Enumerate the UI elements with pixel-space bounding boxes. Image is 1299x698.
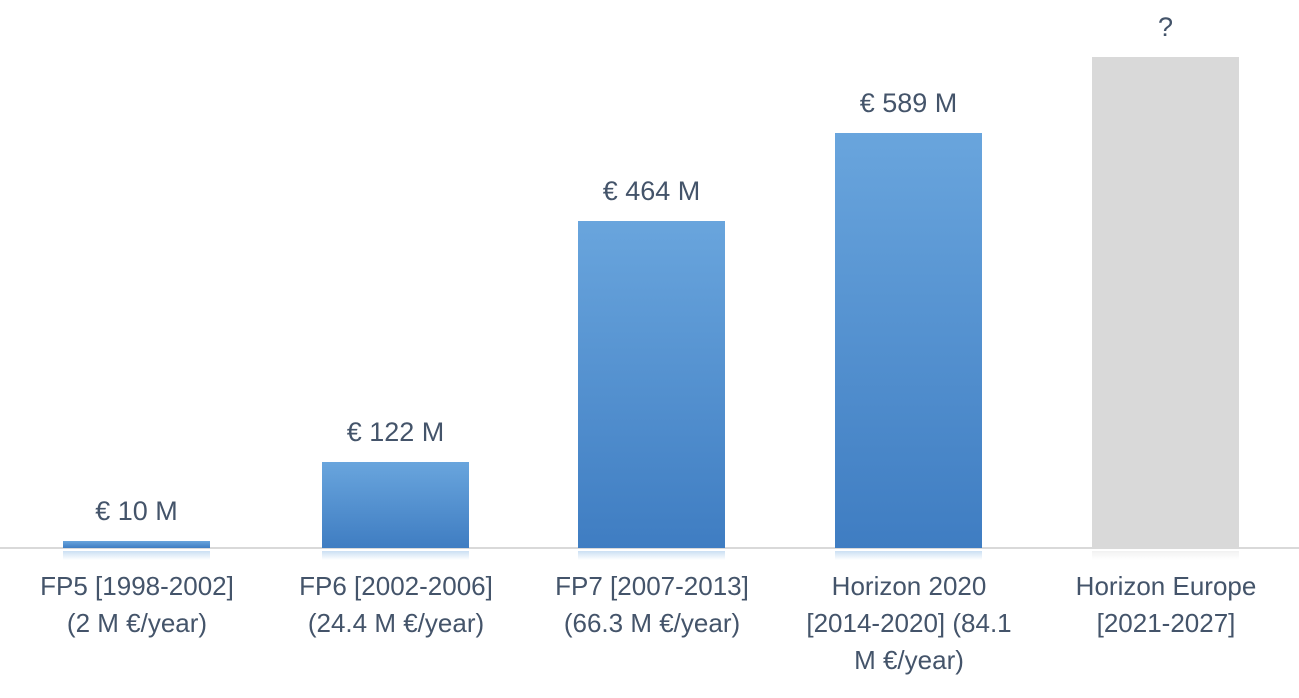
bar-value-label-fp5: € 10 M	[95, 496, 178, 526]
bar-fp6: € 122 M	[322, 417, 469, 560]
bar-reflection	[322, 551, 469, 560]
bar-reflection	[63, 551, 210, 560]
bar-value-label-fp6: € 122 M	[346, 417, 445, 447]
bar-reflection	[578, 551, 725, 560]
bar-horizon-europe: ?	[1092, 12, 1239, 560]
tick-label-fp7: FP7 [2007-2013] (66.3 M €/year)	[555, 571, 749, 638]
x-axis-baseline	[0, 547, 1299, 549]
bar-horizon-2020: € 589 M	[835, 88, 982, 560]
tick-label-horizon-europe: Horizon Europe [2021-2027]	[1075, 571, 1257, 638]
bar-value-label-horizon-2020: € 589 M	[859, 88, 958, 118]
bar-value-label-fp7: € 464 M	[602, 176, 701, 206]
tick-label-horizon-2020: Horizon 2020 [2014-2020] (84.1 M €/year)	[806, 571, 1012, 675]
bar-value-label-horizon-europe: ?	[1157, 12, 1174, 42]
bar-reflection	[1092, 551, 1239, 560]
tick-label-fp6: FP6 [2002-2006] (24.4 M €/year)	[299, 571, 493, 638]
tick-label-fp5: FP5 [1998-2002] (2 M €/year)	[40, 571, 234, 638]
bar-reflection	[835, 551, 982, 560]
bar-fp5: € 10 M	[63, 496, 210, 560]
bar-fp7: € 464 M	[578, 176, 725, 560]
